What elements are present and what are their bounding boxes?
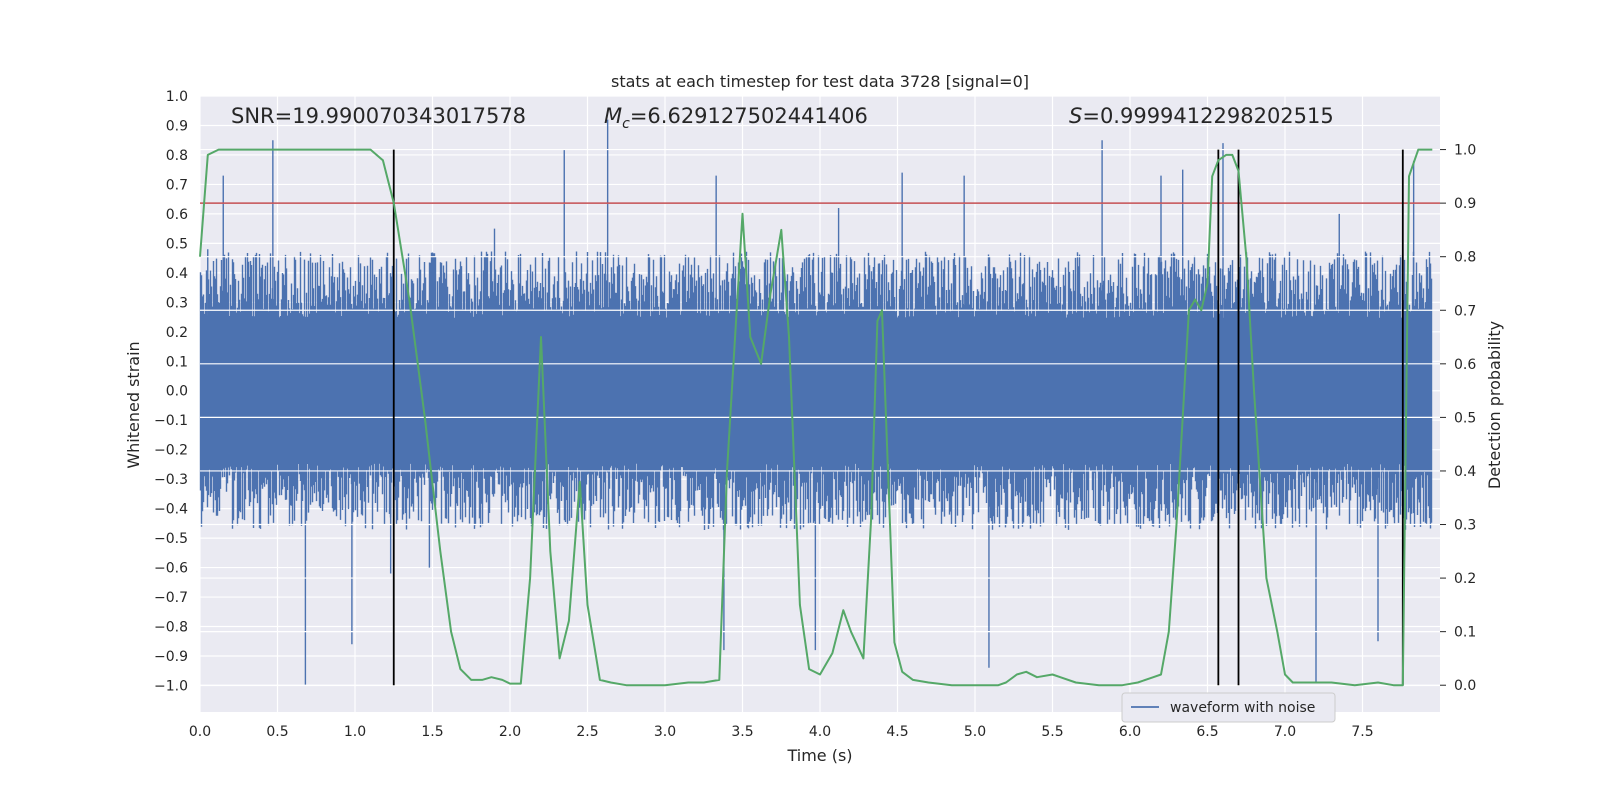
x-tick-label: 2.5 (576, 724, 598, 740)
y2-tick-label: 0.2 (1454, 571, 1476, 587)
x-tick-label: 4.5 (886, 724, 908, 740)
y-tick-label: 0.0 (166, 384, 188, 400)
y-tick-label: −0.9 (154, 649, 188, 665)
y2-tick-label: 0.1 (1454, 625, 1476, 641)
overlay-series (199, 148, 1440, 687)
y-tick-label: −1.0 (154, 678, 188, 694)
y2-tick-label: 0.6 (1454, 357, 1476, 373)
detection-probability-line (199, 148, 1433, 687)
snr-annotation: SNR=19.990070343017578 (231, 104, 526, 128)
mc-value: =6.629127502441406 (630, 104, 868, 128)
s-value: =0.9999412298202515 (1082, 104, 1333, 128)
y-tick-label: 0.2 (166, 325, 188, 341)
axes: 0.0 0.5 1.0 1.5 2.0 2.5 3.0 3.5 4.0 4.5 5.0 5.5 6.0 6… (154, 89, 1476, 740)
y-tick-label: 0.9 (166, 118, 188, 134)
x-tick-label: 6.5 (1196, 724, 1218, 740)
x-tick-label: 3.0 (654, 724, 676, 740)
y-tick-label: −0.3 (154, 472, 188, 488)
x-tick-label: 5.0 (964, 724, 986, 740)
mc-symbol: M (604, 104, 622, 128)
s-annotation: S=0.9999412298202515 (1069, 104, 1334, 128)
x-tick-label: 7.5 (1351, 724, 1373, 740)
y-tick-label: 1.0 (166, 89, 188, 105)
y-tick-label: 0.7 (166, 177, 188, 193)
y2-tick-label: 1.0 (1454, 143, 1476, 159)
x-tick-label: 0.0 (189, 724, 211, 740)
x-tick-label: 0.5 (266, 724, 288, 740)
x-tick-label: 1.0 (344, 724, 366, 740)
x-tick-label: 2.0 (499, 724, 521, 740)
y-tick-label: 0.4 (166, 266, 188, 282)
x-tick-label: 7.0 (1274, 724, 1296, 740)
x-tick-label: 4.0 (809, 724, 831, 740)
y-tick-label: 0.1 (166, 354, 188, 370)
strain-series (199, 119, 1433, 686)
y-axis-label: Whitened strain (124, 341, 143, 468)
y-tick-label: −0.2 (154, 443, 188, 459)
y-tick-label: 0.8 (166, 148, 188, 164)
y2-tick-label: 0.7 (1454, 303, 1476, 319)
legend-label: waveform with noise (1170, 700, 1315, 716)
x-tick-label: 6.0 (1119, 724, 1141, 740)
x-tick-label: 1.5 (421, 724, 443, 740)
y-tick-label: 0.6 (166, 207, 188, 223)
y-tick-label: 0.3 (166, 295, 188, 311)
x-tick-label: 5.5 (1041, 724, 1063, 740)
y2-tick-label: 0.3 (1454, 518, 1476, 534)
y2-tick-label: 0.0 (1454, 678, 1476, 694)
y2-tick-label: 0.5 (1454, 410, 1476, 426)
y-tick-label: −0.4 (154, 502, 188, 518)
x-tick-label: 3.5 (731, 724, 753, 740)
mc-annotation: Mc=6.629127502441406 (604, 104, 868, 132)
mc-subscript: c (622, 116, 630, 132)
y-tick-label: −0.1 (154, 413, 188, 429)
y-tick-label: −0.7 (154, 590, 188, 606)
s-symbol: S (1069, 104, 1082, 128)
y-tick-label: −0.5 (154, 531, 188, 547)
x-axis-label: Time (s) (786, 746, 852, 765)
legend-box (1121, 692, 1336, 723)
y2-tick-label: 0.8 (1454, 250, 1476, 266)
y2-tick-label: 0.9 (1454, 196, 1476, 212)
y2-axis-label: Detection probability (1485, 321, 1504, 489)
y-tick-label: 0.5 (166, 236, 188, 252)
legend[interactable]: waveform with noise (1121, 692, 1336, 723)
y-tick-label: −0.8 (154, 620, 188, 636)
chart-title: stats at each timestep for test data 372… (611, 72, 1029, 91)
y2-tick-label: 0.4 (1454, 464, 1476, 480)
y-tick-label: −0.6 (154, 561, 188, 577)
